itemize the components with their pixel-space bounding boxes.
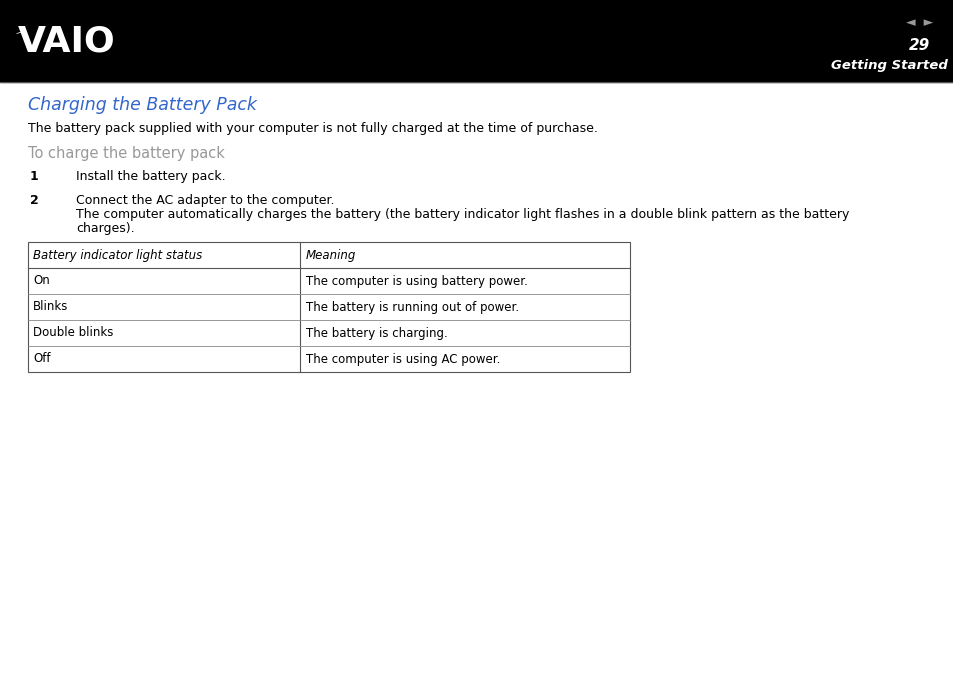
Text: Getting Started: Getting Started [830,59,947,72]
Bar [0,0,953,82]
Text: VAIO: VAIO [18,24,115,58]
Text: 29: 29 [908,38,929,53]
Text: charges).: charges). [76,222,134,235]
Text: On: On [33,274,50,288]
Text: 2: 2 [30,194,39,207]
Bar [28,242,629,372]
Text: Meaning: Meaning [306,249,356,262]
Text: Battery indicator light status: Battery indicator light status [33,249,202,262]
Text: Blinks: Blinks [33,301,69,313]
Text: The computer automatically charges the battery (the battery indicator light flas: The computer automatically charges the b… [76,208,848,221]
Text: The computer is using AC power.: The computer is using AC power. [306,353,500,365]
Text: Connect the AC adapter to the computer.: Connect the AC adapter to the computer. [76,194,335,207]
Text: Charging the Battery Pack: Charging the Battery Pack [28,96,256,114]
Text: Double blinks: Double blinks [33,326,113,340]
Text: The battery pack supplied with your computer is not fully charged at the time of: The battery pack supplied with your comp… [28,122,598,135]
Text: Install the battery pack.: Install the battery pack. [76,170,226,183]
Text: To charge the battery pack: To charge the battery pack [28,146,225,161]
Text: Off: Off [33,353,51,365]
Text: The battery is running out of power.: The battery is running out of power. [306,301,518,313]
Text: The computer is using battery power.: The computer is using battery power. [306,274,527,288]
Text: ◄  ►: ◄ ► [905,16,933,30]
Text: ⁀: ⁀ [16,34,25,44]
Text: 1: 1 [30,170,39,183]
Text: The battery is charging.: The battery is charging. [306,326,447,340]
